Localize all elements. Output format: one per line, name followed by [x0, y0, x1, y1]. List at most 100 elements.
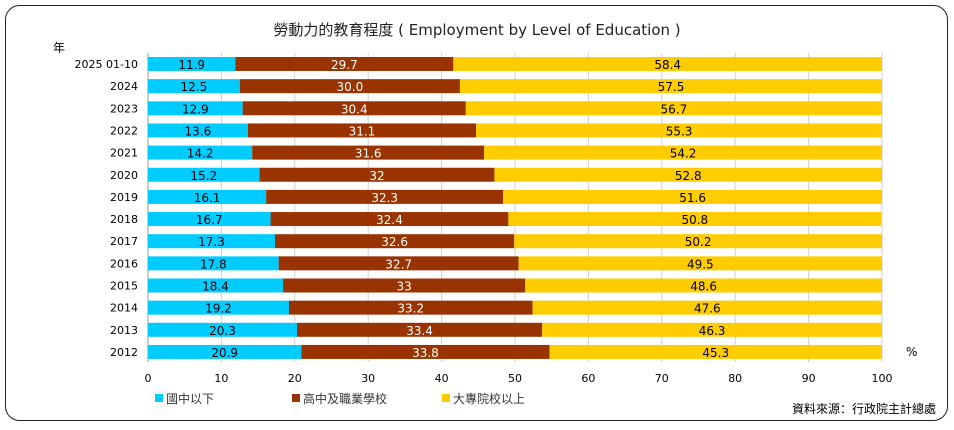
x-tick-label: 50 [508, 372, 522, 385]
y-axis-label: 年 [53, 41, 65, 55]
bar-segment [266, 189, 504, 204]
data-label: 33.2 [397, 302, 424, 316]
data-label: 31.6 [355, 147, 382, 161]
data-label: 20.9 [211, 346, 238, 360]
bar-segment [518, 256, 882, 271]
bar-segment [549, 344, 882, 359]
data-label: 50.2 [685, 235, 712, 249]
bar-segment [288, 300, 533, 315]
y-tick-label: 2024 [110, 80, 138, 93]
x-tick-label: 80 [728, 372, 742, 385]
y-tick-label: 2025 01-10 [75, 58, 138, 71]
bar-segment [148, 212, 271, 227]
legend-swatch [155, 394, 163, 402]
data-label: 32 [369, 169, 384, 183]
x-tick-label: 60 [581, 372, 595, 385]
y-tick-label: 2014 [110, 302, 138, 315]
data-label: 50.8 [681, 213, 708, 227]
bar-segment [283, 278, 526, 293]
data-label: 30.4 [341, 102, 368, 116]
bar-segment [247, 123, 477, 138]
x-tick-label: 100 [872, 372, 893, 385]
data-label: 16.7 [196, 213, 223, 227]
y-tick-label: 2019 [110, 191, 138, 204]
source-note: 資料來源：行政院主計總處 [792, 401, 936, 416]
x-axis-unit: % [906, 345, 917, 359]
x-tick-label: 40 [435, 372, 449, 385]
bar-segment [503, 189, 882, 204]
data-label: 15.2 [190, 169, 217, 183]
bar-segment [148, 79, 240, 94]
bar-segment [484, 145, 882, 160]
bar-segment [514, 234, 882, 249]
data-label: 49.5 [687, 257, 714, 271]
bar-segment [235, 57, 454, 71]
data-label: 58.4 [654, 58, 681, 72]
data-label: 30.0 [336, 80, 363, 94]
x-tick-label: 0 [145, 372, 152, 385]
y-tick-label: 2018 [110, 213, 138, 226]
data-label: 52.8 [675, 169, 702, 183]
bar-segment [465, 101, 882, 116]
x-tick-label: 30 [361, 372, 375, 385]
bar-segment [259, 167, 495, 182]
x-tick-label: 20 [288, 372, 302, 385]
data-label: 20.3 [209, 324, 236, 338]
y-tick-label: 2020 [110, 169, 138, 182]
data-label: 13.6 [185, 124, 212, 138]
chart-title: 勞動力的教育程度 ( Employment by Level of Educat… [273, 21, 680, 39]
bar-segment [278, 256, 519, 271]
data-label: 55.3 [666, 124, 693, 138]
bar-segment [148, 344, 302, 359]
bar-segment [148, 167, 260, 182]
data-label: 12.5 [181, 80, 208, 94]
y-tick-label: 2017 [110, 235, 138, 248]
data-label: 57.5 [658, 80, 685, 94]
bar-segment [252, 145, 485, 160]
data-label: 32.3 [371, 191, 398, 205]
legend-swatch [442, 394, 450, 402]
legend-swatch [292, 394, 300, 402]
bar-segment [148, 300, 289, 315]
x-tick-label: 70 [655, 372, 669, 385]
y-tick-label: 2015 [110, 280, 138, 293]
legend-label: 高中及職業學校 [303, 391, 387, 406]
bar-segment [453, 57, 882, 71]
bar-segment [148, 256, 279, 271]
bar-segment [148, 101, 243, 116]
data-label: 11.9 [178, 58, 205, 72]
bar-segment [148, 145, 253, 160]
bar-segment [270, 212, 509, 227]
data-label: 54.2 [670, 147, 697, 161]
bar-segment [148, 57, 236, 71]
bar-segment [459, 79, 882, 94]
data-label: 33 [397, 280, 412, 294]
bar-segment [525, 278, 882, 293]
data-label: 29.7 [331, 58, 358, 72]
data-label: 32.6 [381, 235, 408, 249]
bar-segment [242, 101, 466, 116]
data-label: 16.1 [194, 191, 221, 205]
bar-segment [542, 322, 882, 337]
y-tick-label: 2012 [110, 346, 138, 359]
bar-segment [494, 167, 882, 182]
y-tick-label: 2023 [110, 102, 138, 115]
data-label: 14.2 [187, 147, 214, 161]
bar-segment [148, 322, 298, 337]
data-label: 32.7 [385, 257, 412, 271]
data-label: 56.7 [661, 102, 688, 116]
bar-segment [148, 234, 275, 249]
data-label: 17.8 [200, 257, 227, 271]
bar-segment [301, 344, 550, 359]
data-label: 32.4 [376, 213, 403, 227]
y-tick-label: 2022 [110, 124, 138, 137]
data-label: 33.8 [412, 346, 439, 360]
data-label: 45.3 [702, 346, 729, 360]
legend-label: 大專院校以上 [453, 391, 525, 406]
data-label: 19.2 [205, 302, 232, 316]
y-tick-label: 2013 [110, 324, 138, 337]
data-label: 46.3 [699, 324, 726, 338]
data-label: 12.9 [182, 102, 209, 116]
y-tick-label: 2021 [110, 147, 138, 160]
